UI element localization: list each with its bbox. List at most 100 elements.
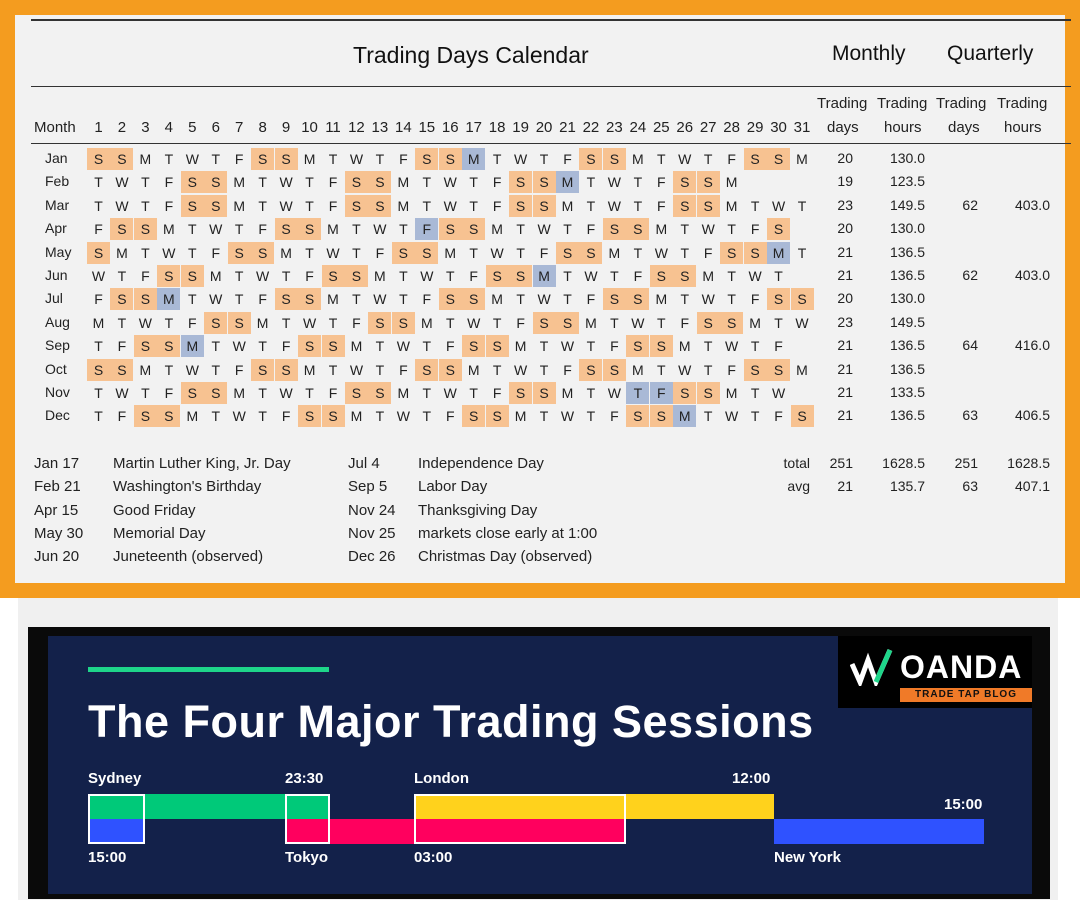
day-cell: T xyxy=(539,151,549,167)
month-name: Sep xyxy=(45,337,70,354)
holiday-name: Juneteenth (observed) xyxy=(113,548,264,566)
avg-quarterly-days: 63 xyxy=(962,478,978,494)
day-cell: W xyxy=(607,385,621,401)
day-cell: S xyxy=(110,288,134,311)
day-cell: S xyxy=(532,194,556,217)
month-name: Apr xyxy=(45,220,67,237)
monthly-hours-label: hours xyxy=(884,119,922,136)
holiday-date: May 30 xyxy=(34,524,84,542)
day-cell: M xyxy=(514,338,527,355)
day-cell: W xyxy=(771,197,786,214)
day-number-8: 8 xyxy=(258,119,267,136)
day-cell: T xyxy=(680,244,690,261)
day-cell: M xyxy=(139,151,152,167)
tokyo-sydney-overlap-box xyxy=(285,794,330,844)
day-cell: T xyxy=(141,174,150,191)
day-cell: F xyxy=(164,174,174,191)
day-cell: S xyxy=(720,241,744,264)
monthly-trading-days: 21 xyxy=(837,384,853,400)
day-cell: F xyxy=(258,291,267,308)
day-cell: T xyxy=(610,268,619,284)
day-cell: T xyxy=(258,385,267,401)
monthly-trading-days: 23 xyxy=(837,313,853,330)
day-cell: T xyxy=(750,385,760,401)
day-cell: F xyxy=(141,268,150,284)
day-number-2: 2 xyxy=(117,119,127,136)
day-cell: S xyxy=(298,218,322,241)
day-cell: S xyxy=(274,358,298,381)
sessions-panel: The Four Major Trading Sessions Sydney 2… xyxy=(28,627,1050,899)
day-cell: S xyxy=(110,218,134,241)
day-cell: S xyxy=(673,265,697,287)
day-cell: T xyxy=(774,314,783,331)
day-cell: S xyxy=(274,148,298,170)
day-cell: S xyxy=(251,148,275,170)
day-cell: M xyxy=(632,151,644,167)
day-cell: T xyxy=(94,385,103,401)
day-cell: F xyxy=(633,268,643,284)
day-cell: S xyxy=(579,241,603,264)
monthly-trading-days: 21 xyxy=(837,267,853,283)
month-name: Mar xyxy=(45,196,70,213)
day-cell: S xyxy=(462,288,486,311)
day-cell: T xyxy=(211,151,221,167)
day-cell: M xyxy=(678,338,691,355)
day-cell: T xyxy=(703,408,713,425)
day-cell: T xyxy=(211,361,221,378)
day-number-15: 15 xyxy=(418,119,436,136)
month-name: Dec xyxy=(45,407,70,424)
day-cell: T xyxy=(586,338,596,355)
day-cell: S xyxy=(157,265,181,287)
day-cell: M xyxy=(532,265,556,287)
day-cell: F xyxy=(164,385,174,401)
day-cell: S xyxy=(485,335,509,358)
day-cell: T xyxy=(94,338,103,355)
monthly-trading-days: 20 xyxy=(837,290,853,307)
day-cell: T xyxy=(797,197,807,214)
day-cell: S xyxy=(157,335,181,358)
day-cell: T xyxy=(375,361,385,378)
day-cell: M xyxy=(327,291,339,308)
day-cell: F xyxy=(258,221,267,238)
day-cell: F xyxy=(94,221,103,238)
day-cell: T xyxy=(727,221,736,238)
day-cell: W xyxy=(162,244,176,261)
monthly-trading-label: Trading xyxy=(817,95,868,112)
day-cell: M xyxy=(561,197,574,214)
holiday-date: Jul 4 xyxy=(348,455,380,472)
day-cell: W xyxy=(537,221,551,238)
day-cell: F xyxy=(445,408,455,425)
quarterly-trading-days: 62 xyxy=(962,267,978,283)
day-cell: S xyxy=(649,405,673,428)
day-cell: W xyxy=(560,338,575,355)
day-cell: M xyxy=(350,408,363,425)
holiday-name: Christmas Day (observed) xyxy=(418,548,593,566)
day-cell: M xyxy=(444,244,457,261)
day-number-26: 26 xyxy=(676,119,694,136)
day-cell: M xyxy=(116,244,128,261)
day-cell: F xyxy=(234,361,244,378)
day-cell: S xyxy=(767,148,791,170)
day-cell: W xyxy=(302,314,317,331)
day-cell: F xyxy=(703,244,713,261)
day-cell: W xyxy=(467,314,481,331)
day-cell: W xyxy=(91,268,106,284)
trading-sessions-graphic: The Four Major Trading Sessions Sydney 2… xyxy=(18,598,1058,900)
day-cell: M xyxy=(467,361,480,378)
day-cell: T xyxy=(94,408,103,425)
day-cell: T xyxy=(445,314,455,331)
day-cell: S xyxy=(368,171,392,194)
day-cell: W xyxy=(115,174,129,191)
day-cell: F xyxy=(415,218,439,241)
day-cell: M xyxy=(561,385,574,401)
day-cell: T xyxy=(117,268,127,284)
monthly-trading-days: 21 xyxy=(837,360,853,377)
day-cell: T xyxy=(164,151,174,167)
day-cell: W xyxy=(279,385,293,401)
quarterly-hours-label: hours xyxy=(1004,119,1042,136)
day-cell: T xyxy=(539,338,549,355)
day-cell: M xyxy=(280,244,292,261)
day-cell: M xyxy=(514,408,527,425)
day-cell: W xyxy=(326,244,340,261)
day-cell: F xyxy=(164,197,174,214)
